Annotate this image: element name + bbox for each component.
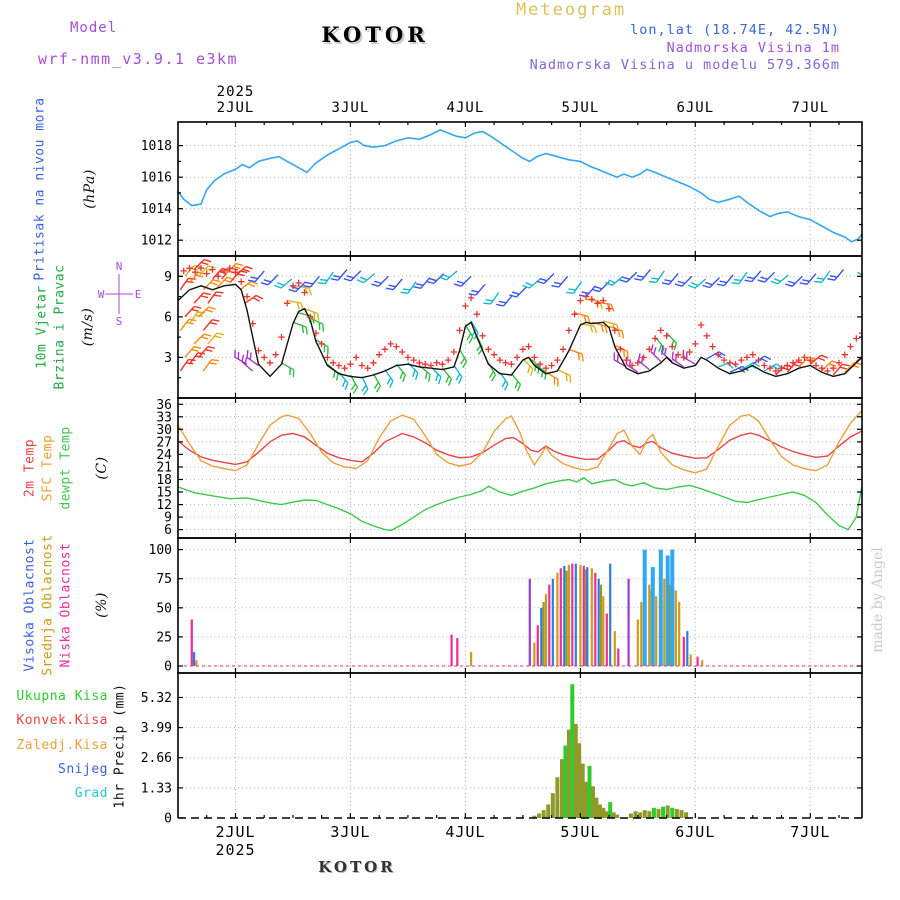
svg-text:50: 50 [156,601,172,616]
svg-text:7JUL: 7JUL [791,100,829,116]
temp-series [177,410,863,532]
cloud-bars [178,549,862,667]
svg-text:5.32: 5.32 [141,691,172,706]
precip-largescale-label: Zaledj.Kisa [16,738,108,753]
wind-compass-icon: N W E S [98,260,142,328]
svg-text:25: 25 [156,630,172,645]
svg-text:6: 6 [164,310,172,325]
watermark-text: made by Angel [870,547,886,653]
wind-panel-label-2: Brzina i Pravac [52,264,68,390]
compass-east: E [135,288,142,301]
pressure-unit-label: (hPa) [82,169,98,209]
pressure-panel-label: Pritisak na nivou mora [32,97,48,281]
svg-text:6JUL: 6JUL [676,100,714,116]
svg-text:1018: 1018 [141,139,172,154]
svg-text:100: 100 [149,543,172,558]
svg-text:1014: 1014 [141,202,172,217]
precip-hail-label: Grad [74,786,108,801]
svg-text:2JUL: 2JUL [217,100,255,116]
svg-text:4JUL: 4JUL [447,100,485,116]
precip-bars [532,684,689,818]
compass-south: S [116,315,123,328]
svg-text:6: 6 [164,523,172,538]
svg-text:5JUL: 5JUL [560,823,600,841]
svg-text:5JUL: 5JUL [562,100,600,116]
station-title: KOTOR [321,22,429,47]
axis-layer: 1012101410161018369691215182124273033360… [141,84,863,859]
svg-text:3.99: 3.99 [141,721,172,736]
svg-text:18: 18 [156,473,172,488]
svg-text:2025: 2025 [215,841,255,859]
svg-text:2JUL: 2JUL [215,823,255,841]
compass-north: N [116,260,123,273]
model-label: Model [70,20,118,36]
svg-text:1016: 1016 [141,171,172,186]
svg-text:2.66: 2.66 [141,751,172,766]
wind-panel-label-1: 10m Vjetar [34,285,50,369]
svg-text:15: 15 [156,486,172,501]
elevation-text: Nadmorska Visina 1m [666,40,840,56]
wind-series [178,258,862,396]
svg-text:9: 9 [164,270,172,285]
grid-layer [178,122,862,818]
svg-text:3JUL: 3JUL [330,823,370,841]
svg-text:1012: 1012 [141,234,172,249]
cloud-low-label: Niska Oblacnost [58,542,74,668]
footer-station-title: KOTOR [318,858,396,876]
svg-text:12: 12 [156,498,172,513]
app-title: Meteogram [515,0,627,20]
lonlat-text: lon,lat (18.74E, 42.5N) [630,22,840,38]
svg-text:30: 30 [156,423,172,438]
cloud-mid-label: Srednja Oblacnost [40,534,56,676]
svg-text:75: 75 [156,572,172,587]
temp-dew-label: dewpt Temp [58,426,74,510]
precip-unit-label: 1hr Precip (mm) [112,683,128,809]
data-layer [177,129,863,818]
svg-text:3JUL: 3JUL [332,100,370,116]
cloud-unit-label: (%) [94,592,110,618]
svg-text:2025: 2025 [217,84,255,100]
model-elevation-text: Nadmorska Visina u modelu 579.366m [529,57,840,73]
svg-text:24: 24 [156,448,172,463]
temp-unit-label: (C) [94,456,110,480]
pressure-series [177,129,863,243]
svg-text:21: 21 [156,461,172,476]
svg-text:7JUL: 7JUL [790,823,830,841]
precip-snow-label: Snijeg [58,762,108,777]
wind-unit-label: (m/s) [80,307,96,347]
model-name: wrf-nmm_v3.9.1 e3km [38,50,239,68]
cloud-high-label: Visoka Oblacnost [22,538,38,672]
svg-text:36: 36 [156,398,172,413]
precip-convective-label: Konvek.Kisa [16,713,108,728]
svg-text:27: 27 [156,435,172,450]
svg-text:6JUL: 6JUL [675,823,715,841]
svg-text:1.33: 1.33 [141,781,172,796]
svg-text:0: 0 [164,812,172,827]
svg-text:33: 33 [156,410,172,425]
svg-text:0: 0 [164,660,172,675]
temp-2m-label: 2m Temp [22,438,38,498]
svg-text:4JUL: 4JUL [445,823,485,841]
svg-text:9: 9 [164,511,172,526]
compass-west: W [98,288,105,301]
precip-total-label: Ukupna Kisa [16,689,108,704]
svg-text:3: 3 [164,351,172,366]
temp-sfc-label: SFC Temp [40,434,56,502]
